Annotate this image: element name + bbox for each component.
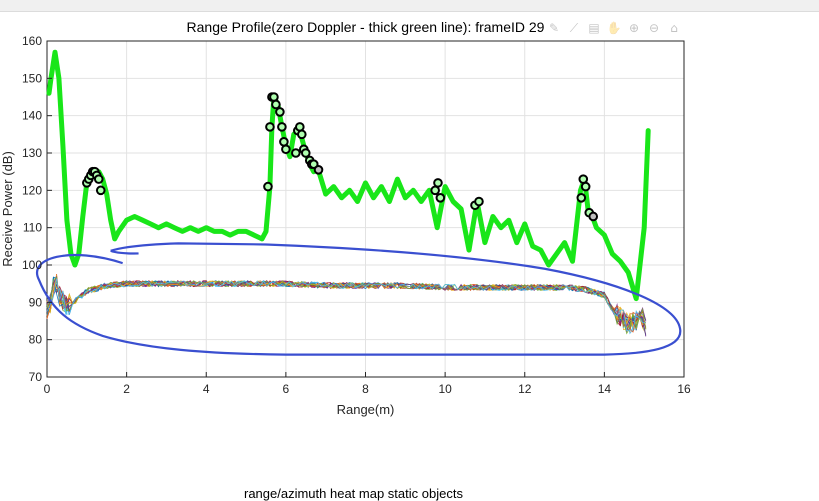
x-tick-labels: 0 2 4 6 8 10 12 14 16 [44,372,691,396]
x-tick-label: 6 [283,382,290,396]
y-tick-label: 120 [22,183,42,197]
y-tick-label: 70 [29,370,43,384]
pan-icon[interactable]: ✋ [606,21,622,35]
window-top-strip [0,0,819,12]
peak-marker [93,174,104,184]
x-tick-label: 14 [598,382,612,396]
peak-marker [313,165,324,175]
peak-marker [300,148,311,158]
second-plot-title: range/azimuth heat map static objects [244,486,463,501]
brush-icon[interactable]: ✎ [548,21,560,35]
peak-marker [279,137,289,147]
x-axis-label: Range(m) [337,402,395,417]
x-tick-label: 4 [203,382,210,396]
y-tick-label: 110 [23,221,42,235]
noise-floor-series-line [46,278,646,332]
zero-doppler-line [46,49,651,302]
noise-floor-series-line [46,276,647,337]
peak-marker [295,122,305,132]
detected-peak-markers [82,92,599,222]
peak-marker [588,211,599,222]
peak-marker [576,193,587,203]
chart-title: Range Profile(zero Doppler - thick green… [187,19,545,35]
x-tick-label: 2 [123,382,130,396]
y-tick-label: 140 [22,109,42,123]
x-tick-label: 8 [362,382,369,396]
x-tick-label: 10 [438,382,452,396]
data-cursor-icon[interactable]: ⟋ [569,21,579,35]
y-tick-label: 90 [29,295,43,309]
peak-marker [275,107,285,117]
x-tick-label: 12 [518,382,532,396]
x-tick-label: 0 [44,382,51,396]
peak-marker [263,181,273,192]
peak-marker [269,92,279,102]
peak-marker [291,148,301,158]
peak-marker [474,196,484,207]
zoom-in-icon[interactable]: ⊕ [628,21,640,35]
y-tick-label: 80 [29,333,43,347]
blue-ellipse-annotation [36,242,682,356]
peak-marker [271,99,281,110]
x-tick-label: 16 [677,382,691,396]
peak-marker [580,181,591,192]
home-icon[interactable]: ⌂ [670,21,678,35]
peak-marker [281,144,291,155]
peak-marker [433,178,443,188]
save-icon[interactable]: ▤ [588,21,600,35]
peak-marker [265,122,275,132]
y-tick-label: 150 [22,71,42,85]
peak-marker [430,185,440,196]
y-tick-label: 160 [22,34,42,48]
y-axis-label: Receive Power (dB) [0,151,15,267]
noise-floor-band [46,274,647,337]
y-tick-label: 100 [22,258,42,272]
y-tick-label: 130 [22,146,42,160]
peak-marker [277,122,287,132]
peak-marker [435,193,446,203]
peak-marker [297,129,307,140]
peak-marker [578,174,589,184]
axes-toolbar: ✎ ⟋ ▤ ✋ ⊕ ⊖ ⌂ [546,20,682,38]
y-tick-labels: 70 80 90 100 110 120 130 140 150 160 [22,34,52,384]
peak-marker [95,185,106,196]
blue-annotation-stroke [110,249,139,255]
zoom-out-icon[interactable]: ⊖ [648,21,660,35]
